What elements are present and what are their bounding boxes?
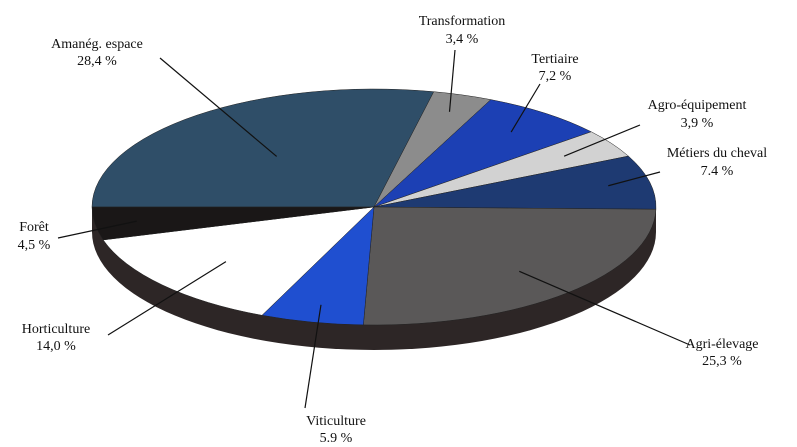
slice-label: Agro-équipement xyxy=(648,98,747,113)
wedges xyxy=(91,88,657,326)
slice-label: Amanég. espace xyxy=(51,37,143,52)
slice-label: Transformation xyxy=(419,14,506,29)
slice-label: Forêt xyxy=(19,220,49,235)
labels: Amanég. espace 28,4 % Transformation 3,4 % T… xyxy=(18,14,768,446)
slice-value: 14,0 % xyxy=(36,339,76,354)
pie-slice xyxy=(91,206,375,241)
slice-label: Viticulture xyxy=(306,414,366,429)
leader-line xyxy=(608,171,661,187)
slice-value: 5.9 % xyxy=(320,431,353,446)
slice-label: Métiers du cheval xyxy=(667,146,767,161)
slice-value: 25,3 % xyxy=(702,354,742,369)
leader-line xyxy=(159,57,278,157)
leader-line xyxy=(563,124,641,157)
leader-line xyxy=(448,49,456,112)
leader-line xyxy=(107,261,227,336)
pie-slice xyxy=(373,155,657,210)
slice-value: 7.4 % xyxy=(701,164,734,179)
slice-label: Agri-élevage xyxy=(685,337,758,352)
leader-line xyxy=(304,304,322,409)
leader-line xyxy=(57,220,137,239)
pie-slice xyxy=(91,88,435,208)
slice-value: 28,4 % xyxy=(77,54,117,69)
slice-label: Horticulture xyxy=(22,322,90,337)
slice-value: 3,9 % xyxy=(681,116,714,131)
slice-value: 3,4 % xyxy=(446,32,479,47)
leader-line xyxy=(519,270,691,346)
leader-line xyxy=(510,83,541,133)
slice-value: 7,2 % xyxy=(539,69,572,84)
pie-slice xyxy=(102,206,375,316)
pie-slice xyxy=(373,99,592,208)
slice-label: Tertiaire xyxy=(531,52,578,67)
pie-slice xyxy=(363,206,657,326)
slice-value: 4,5 % xyxy=(18,238,51,253)
